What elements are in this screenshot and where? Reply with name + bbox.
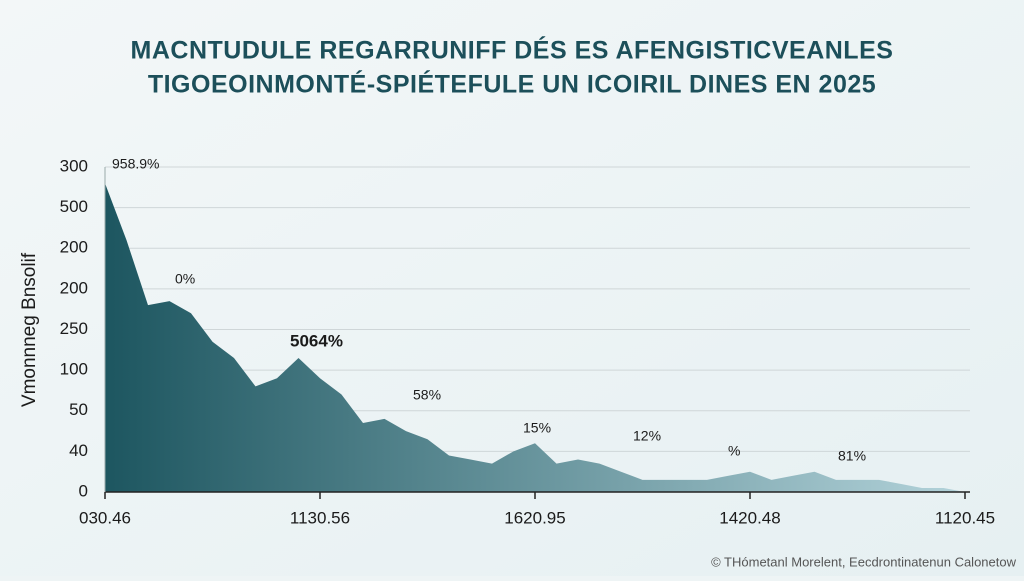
annotation: 58% (413, 387, 441, 403)
y-tick-label: 300 (60, 156, 88, 175)
x-tick-label: 1120.45 (935, 508, 995, 527)
annotation: 5064% (290, 331, 343, 350)
y-tick-label: 100 (60, 360, 88, 379)
y-tick-label: 0 (79, 481, 88, 500)
annotation: 15% (523, 420, 551, 436)
annotation: 81% (838, 448, 866, 464)
annotation: 0% (175, 271, 195, 287)
annotation: % (728, 443, 740, 459)
footer: © THómetanl Morelent, Eecdrontinatenun C… (711, 554, 1017, 569)
chart-title: MACNTUDULE REGARRUNIFF DÉS ES AFENGISTIC… (131, 36, 894, 65)
y-tick-label: 200 (60, 278, 88, 297)
area (105, 183, 965, 492)
x-tick-label: 1130.56 (290, 508, 350, 527)
x-tick-label: 1420.48 (719, 508, 780, 527)
y-tick-label: 500 (60, 197, 88, 216)
y-tick-label: 40 (69, 441, 88, 460)
y-tick-label: 200 (60, 238, 88, 257)
annotation: 12% (633, 428, 661, 444)
y-tick-label: 250 (60, 319, 88, 338)
y-axis-label: Vmonnneg Bnsolif (19, 252, 40, 407)
x-tick-label: 1620.95 (504, 508, 565, 527)
y-tick-label: 50 (69, 400, 88, 419)
x-tick-label: 030.46 (79, 508, 131, 527)
annotation: 958.9% (112, 156, 159, 172)
chart-title: TIGOEOINMONTÉ-SPIÉTEFULE UN ICOIRIL DINE… (148, 70, 876, 99)
